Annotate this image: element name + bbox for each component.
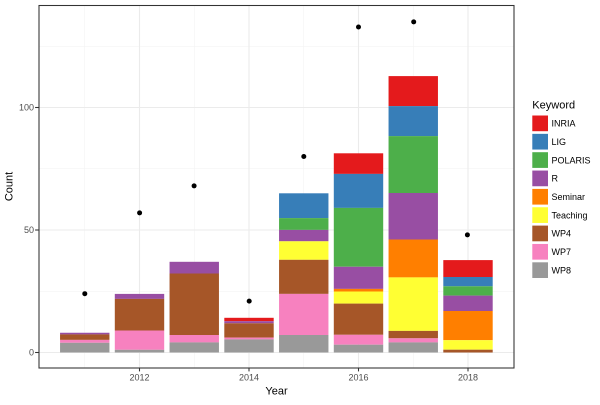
svg-text:LIG: LIG — [552, 137, 567, 147]
svg-text:Seminar: Seminar — [552, 192, 586, 202]
svg-text:INRIA: INRIA — [552, 119, 576, 129]
svg-text:Teaching: Teaching — [552, 210, 588, 220]
svg-text:Year: Year — [265, 386, 288, 398]
svg-text:0: 0 — [29, 348, 34, 358]
svg-text:2014: 2014 — [239, 373, 259, 383]
svg-text:50: 50 — [24, 225, 34, 235]
svg-text:POLARIS: POLARIS — [552, 155, 591, 165]
svg-text:2016: 2016 — [348, 373, 368, 383]
svg-text:Keyword: Keyword — [532, 100, 575, 112]
svg-text:R: R — [552, 174, 559, 184]
svg-text:100: 100 — [19, 103, 34, 113]
svg-text:WP7: WP7 — [552, 247, 572, 257]
svg-text:WP8: WP8 — [552, 265, 572, 275]
svg-text:Count: Count — [4, 172, 16, 201]
svg-text:2012: 2012 — [129, 373, 149, 383]
svg-text:2018: 2018 — [458, 373, 478, 383]
svg-text:WP4: WP4 — [552, 229, 572, 239]
